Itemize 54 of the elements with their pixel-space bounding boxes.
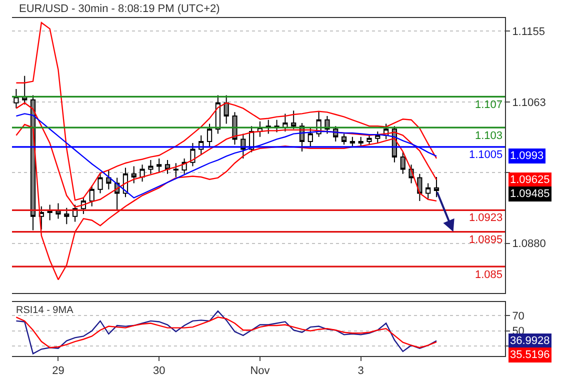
candlestick xyxy=(426,182,431,200)
y-tick-label: 1.1155 xyxy=(512,26,546,38)
candlestick xyxy=(358,136,364,148)
candlestick xyxy=(106,170,112,190)
text: 35.5196 xyxy=(510,349,550,361)
ref-line-label: 1.107 xyxy=(475,99,503,111)
candlestick xyxy=(190,142,196,167)
candlestick xyxy=(341,133,347,146)
candlestick xyxy=(22,75,28,105)
candlestick xyxy=(164,160,170,174)
chart-title: EUR/USD - 30min - 8:08:19 PM (UTC+2) xyxy=(19,3,220,15)
candlestick xyxy=(350,136,355,147)
candlestick xyxy=(400,152,406,174)
ref-line-label: 1.085 xyxy=(475,269,503,281)
ref-line-label: 1.0895 xyxy=(469,234,503,246)
x-tick-label: Nov xyxy=(250,365,270,378)
text: 36.9928 xyxy=(510,335,550,347)
candlestick xyxy=(64,207,70,225)
candlestick xyxy=(14,88,19,109)
candlestick xyxy=(282,113,288,132)
y-tick-label: 1.1063 xyxy=(512,96,546,109)
candlestick xyxy=(173,162,178,178)
ref-line-label: 1.0923 xyxy=(469,212,503,224)
line-series xyxy=(16,22,438,201)
candlestick xyxy=(308,127,313,148)
y-tick-label: 70 xyxy=(512,310,524,322)
ref-line-label: 1.1005 xyxy=(469,149,503,161)
x-tick-label: 29 xyxy=(52,365,64,378)
candlestick xyxy=(89,185,94,207)
text: 1.09625 xyxy=(510,174,550,186)
line-series xyxy=(16,102,438,208)
candlestick xyxy=(366,134,372,146)
candlestick xyxy=(38,206,44,230)
candlestick xyxy=(434,176,440,198)
ref-line-label: 1.103 xyxy=(475,130,503,142)
candlestick xyxy=(375,130,380,144)
candlestick xyxy=(206,123,212,148)
line-series xyxy=(16,124,438,280)
chart-title: RSI14 - 9MA xyxy=(16,305,74,316)
x-tick-label: 30 xyxy=(152,365,166,378)
candlestick xyxy=(148,160,154,174)
candlestick xyxy=(47,204,52,221)
text: 1.09485 xyxy=(510,188,550,200)
candlestick xyxy=(131,166,136,184)
x-tick-label: 3 xyxy=(358,365,364,378)
line-series xyxy=(16,316,438,348)
text: 1.0993 xyxy=(510,150,544,162)
y-tick-label: 1.0880 xyxy=(512,238,546,250)
candlestick xyxy=(156,158,162,173)
candlestick xyxy=(140,164,145,182)
candlestick xyxy=(98,172,103,194)
candlestick xyxy=(56,202,61,220)
candlestick xyxy=(291,110,296,130)
candlestick xyxy=(224,94,229,124)
